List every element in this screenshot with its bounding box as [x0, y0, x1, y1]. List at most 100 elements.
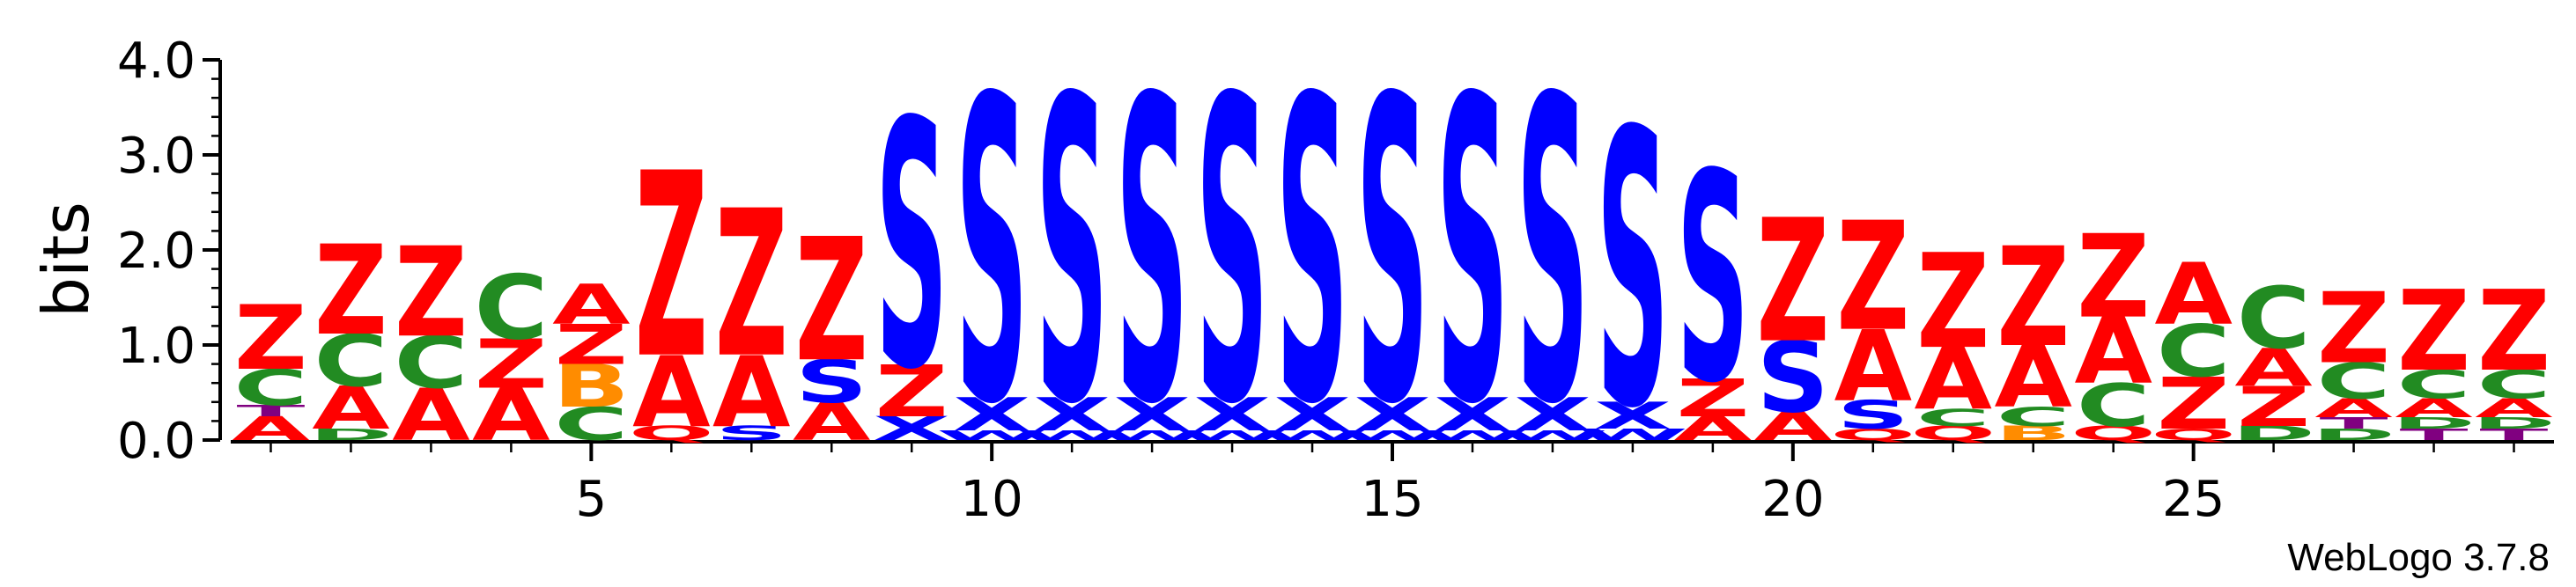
glyph-C: C	[2397, 363, 2471, 407]
logo-column-20: ASZ	[1754, 184, 1832, 450]
glyph-X: X	[1113, 388, 1191, 441]
logo-column-12: WXS	[1096, 11, 1207, 496]
logo-column-10: WXS	[936, 11, 1047, 496]
glyph-B: B	[553, 353, 630, 422]
glyph-T: T	[237, 402, 306, 421]
glyph-S: S	[1356, 11, 1428, 496]
logo-column-19: AZS	[1674, 113, 1753, 448]
y-tick-label: 0.0	[117, 413, 196, 470]
glyph-Z: Z	[2477, 268, 2550, 397]
glyph-D: D	[2472, 415, 2556, 433]
glyph-Z: Z	[2157, 363, 2230, 445]
glyph-C: C	[1916, 404, 1990, 431]
logo-column-16: WXS	[1417, 11, 1528, 496]
glyph-Q: Q	[1910, 422, 1996, 445]
glyph-S: S	[1597, 53, 1669, 492]
glyph-D: D	[2232, 422, 2315, 445]
glyph-X: X	[1193, 388, 1271, 441]
glyph-C: C	[2477, 363, 2551, 407]
glyph-S: S	[795, 349, 867, 417]
glyph-A: A	[392, 374, 470, 457]
glyph-A: A	[1995, 328, 2073, 427]
glyph-W: W	[1177, 428, 1288, 443]
y-tick-label: 1.0	[117, 318, 196, 375]
glyph-C: C	[2317, 353, 2391, 411]
glyph-W: W	[1337, 428, 1448, 443]
glyph-Q: Q	[2151, 426, 2236, 444]
glyph-C: C	[554, 398, 628, 451]
glyph-W: W	[1016, 428, 1127, 443]
logo-column-4: AZC	[472, 257, 550, 458]
glyph-T: T	[2320, 415, 2388, 433]
y-tick-label: 4.0	[117, 33, 196, 90]
glyph-A: A	[1674, 410, 1753, 448]
x-tick-label: 15	[1361, 471, 1423, 528]
glyph-S: S	[1196, 11, 1268, 496]
glyph-S: S	[875, 50, 948, 444]
y-axis: 0.0 1.0 2.0 3.0 4.0	[117, 33, 222, 470]
logo-column-7: SAZ	[712, 167, 790, 449]
glyph-X: X	[1514, 388, 1591, 441]
glyph-T: T	[2480, 426, 2549, 444]
y-tick-label: 2.0	[117, 223, 196, 280]
glyph-S: S	[1677, 113, 1749, 446]
glyph-Z: Z	[2237, 375, 2310, 438]
glyph-D: D	[2312, 426, 2395, 444]
glyph-S: S	[1837, 393, 1909, 438]
glyph-S: S	[1036, 11, 1108, 496]
glyph-Q: Q	[629, 422, 714, 445]
glyph-C: C	[474, 257, 548, 360]
glyph-C: C	[1997, 402, 2070, 432]
glyph-A: A	[712, 334, 790, 449]
glyph-X: X	[1033, 388, 1111, 441]
x-tick-label: 10	[961, 471, 1023, 528]
glyph-W: W	[1257, 428, 1368, 443]
glyph-S: S	[1276, 11, 1348, 496]
glyph-T: T	[2400, 426, 2469, 444]
glyph-A: A	[2475, 393, 2553, 423]
glyph-A: A	[552, 274, 630, 337]
glyph-X: X	[953, 388, 1030, 441]
glyph-A: A	[1754, 405, 1832, 450]
glyph-C: C	[2077, 372, 2151, 441]
glyph-Z: Z	[395, 222, 468, 365]
glyph-W: W	[936, 428, 1047, 443]
glyph-X: X	[873, 410, 950, 448]
logo-column-8: ASZ	[793, 203, 870, 453]
glyph-A: A	[793, 393, 870, 452]
glyph-A: A	[2074, 298, 2152, 405]
glyph-Z: Z	[715, 167, 788, 402]
glyph-Z: Z	[795, 203, 868, 400]
x-tick-label: 5	[576, 471, 608, 528]
glyph-W: W	[1577, 426, 1688, 444]
glyph-A: A	[1834, 309, 1912, 423]
glyph-X: X	[1273, 388, 1351, 441]
glyph-A: A	[1915, 330, 1993, 429]
glyph-Z: Z	[875, 350, 948, 433]
glyph-B: B	[1995, 422, 2071, 445]
x-tick-label: 20	[1761, 471, 1824, 528]
glyph-X: X	[1354, 388, 1431, 441]
logo-column-6: QAZ	[629, 119, 714, 450]
glyph-Z: Z	[555, 313, 628, 377]
glyph-Z: Z	[475, 326, 548, 404]
glyph-S: S	[1436, 11, 1509, 496]
glyph-S: S	[956, 11, 1028, 496]
glyph-C: C	[2157, 311, 2231, 393]
glyph-X: X	[1434, 388, 1511, 441]
y-axis-label: bits	[29, 202, 103, 317]
weblogo-credit: WebLogo 3.7.8	[2287, 536, 2550, 579]
logo-glyph-stacks: ATCZDACZACZAZCCBZAQAZSAZASZXZSWXSWXSWXSW…	[232, 11, 2556, 496]
glyph-Z: Z	[2397, 268, 2470, 397]
glyph-Q: Q	[2070, 422, 2156, 445]
